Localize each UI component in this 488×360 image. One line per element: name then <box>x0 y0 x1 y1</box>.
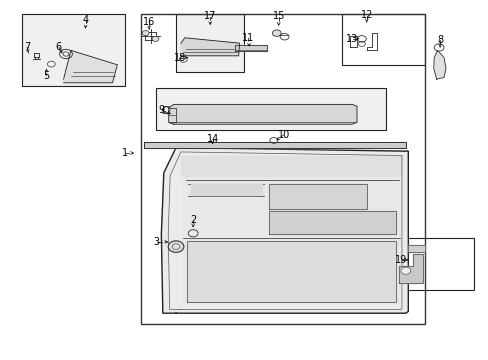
Circle shape <box>168 241 183 252</box>
Circle shape <box>400 267 410 274</box>
Polygon shape <box>168 104 356 124</box>
Text: 2: 2 <box>190 215 196 225</box>
Text: 3: 3 <box>153 237 159 247</box>
Polygon shape <box>234 45 266 51</box>
Polygon shape <box>268 211 395 234</box>
Bar <box>390 238 473 290</box>
Polygon shape <box>187 241 395 302</box>
Bar <box>342 14 425 65</box>
Text: 17: 17 <box>203 11 216 21</box>
Text: 13: 13 <box>345 34 358 44</box>
Bar <box>141 14 425 324</box>
Text: 18: 18 <box>173 53 186 63</box>
Text: 8: 8 <box>436 35 442 45</box>
Text: 5: 5 <box>43 71 49 81</box>
Polygon shape <box>190 184 261 195</box>
Circle shape <box>152 36 159 41</box>
Polygon shape <box>181 38 239 56</box>
Bar <box>156 88 386 130</box>
Polygon shape <box>398 254 422 283</box>
Bar <box>176 14 244 72</box>
Text: 14: 14 <box>206 134 219 144</box>
Polygon shape <box>433 50 445 79</box>
Circle shape <box>272 30 281 36</box>
Polygon shape <box>144 142 405 148</box>
Polygon shape <box>181 156 401 176</box>
Text: 11: 11 <box>242 33 254 43</box>
Text: 19: 19 <box>394 255 407 265</box>
Polygon shape <box>407 245 425 252</box>
Circle shape <box>142 31 149 36</box>
Text: 4: 4 <box>82 15 88 25</box>
Text: 9: 9 <box>158 105 164 115</box>
Bar <box>22 14 124 86</box>
Text: 7: 7 <box>24 42 30 52</box>
Text: 10: 10 <box>277 130 289 140</box>
Polygon shape <box>268 184 366 209</box>
Polygon shape <box>183 180 399 304</box>
Text: 15: 15 <box>272 11 285 21</box>
Text: 1: 1 <box>122 148 127 158</box>
Text: 6: 6 <box>56 42 61 52</box>
Text: 16: 16 <box>142 17 155 27</box>
Polygon shape <box>161 148 407 313</box>
Polygon shape <box>63 50 117 83</box>
Text: 12: 12 <box>360 10 372 20</box>
